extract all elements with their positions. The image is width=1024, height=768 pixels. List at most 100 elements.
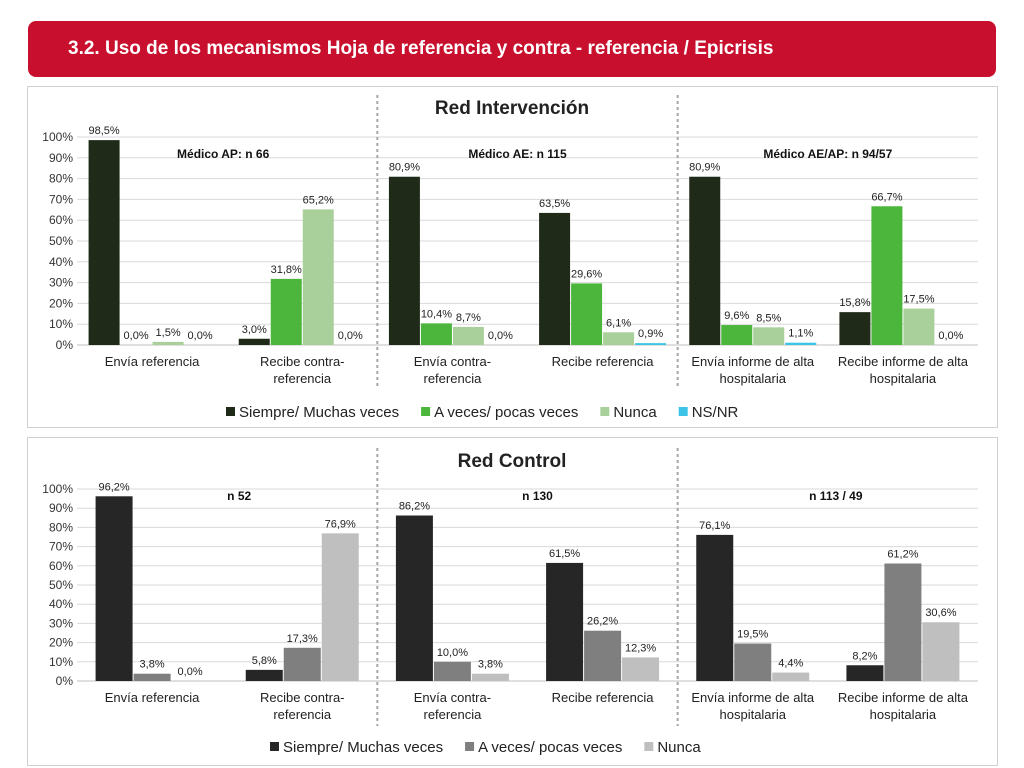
data-label: 63,5% [539, 198, 570, 210]
group-label: Médico AE/AP: n 94/57 [763, 147, 892, 161]
bar [302, 209, 334, 345]
y-tick-label: 0% [56, 674, 74, 688]
data-label: 65,2% [303, 194, 334, 206]
bar [753, 327, 785, 345]
category-label: Envía referencia [105, 690, 200, 705]
bar [539, 212, 571, 345]
bar [734, 643, 772, 681]
data-label: 0,0% [938, 330, 963, 342]
category-label: referencia [424, 707, 483, 722]
bar [471, 673, 509, 681]
data-label: 80,9% [689, 162, 720, 174]
y-tick-label: 90% [49, 151, 73, 165]
y-tick-label: 80% [49, 520, 73, 534]
data-label: 86,2% [399, 500, 430, 512]
y-tick-label: 10% [49, 655, 73, 669]
data-label: 31,8% [271, 264, 302, 276]
data-label: 6,1% [606, 317, 631, 329]
bar [772, 672, 810, 681]
y-tick-label: 20% [49, 296, 73, 310]
data-label: 29,6% [571, 268, 602, 280]
legend-swatch [644, 742, 654, 751]
legend-swatch [270, 742, 279, 751]
bar [270, 278, 302, 345]
category-label: Recibe referencia [552, 690, 655, 705]
data-label: 10,0% [437, 647, 468, 659]
bar [420, 323, 452, 345]
data-label: 76,9% [325, 518, 356, 530]
legend-label: Siempre/ Muchas veces [283, 739, 443, 756]
bar [133, 673, 171, 681]
category-label: hospitalaria [720, 371, 787, 386]
category-label: Recibe informe de alta [838, 354, 969, 369]
legend-swatch [465, 742, 475, 751]
legend-label: A veces/ pocas veces [478, 739, 622, 756]
bar [635, 343, 667, 345]
category-label: hospitalaria [720, 707, 787, 722]
category-label: Recibe contra- [260, 354, 345, 369]
data-label: 66,7% [871, 191, 902, 203]
bar [152, 341, 184, 345]
data-label: 0,0% [488, 330, 513, 342]
data-label: 10,4% [421, 308, 452, 320]
data-label: 61,2% [887, 548, 918, 560]
category-label: referencia [273, 707, 332, 722]
y-tick-label: 40% [49, 255, 73, 269]
bar [321, 533, 359, 681]
data-label: 3,8% [140, 659, 165, 671]
chart-control: 0% 10% 20% 30% 40% 50% 60% 70% 80% 90% 100% Red Con… [42, 448, 978, 756]
legend-swatch [421, 407, 431, 416]
category-label: Envía contra- [414, 354, 491, 369]
legend-label: A veces/ pocas veces [434, 404, 578, 421]
y-tick-label: 100% [42, 482, 73, 496]
legend-label: Siempre/ Muchas veces [239, 404, 399, 421]
y-tick-label: 30% [49, 276, 73, 290]
data-label: 8,2% [852, 650, 877, 662]
title-banner: 3.2. Uso de los mecanismos Hoja de refer… [28, 21, 996, 77]
chart-title: Red Intervención [435, 98, 589, 119]
y-tick-label: 40% [49, 597, 73, 611]
y-tick-label: 60% [49, 213, 73, 227]
data-label: 0,0% [124, 330, 149, 342]
data-label: 15,8% [839, 297, 870, 309]
y-tick-label: 50% [49, 234, 73, 248]
bar [546, 562, 584, 681]
data-label: 0,9% [638, 328, 663, 340]
data-label: 3,8% [478, 659, 503, 671]
group-label: n 130 [522, 489, 553, 503]
group-label: Médico AE: n 115 [468, 147, 567, 161]
bar [95, 496, 133, 681]
bar [696, 534, 734, 681]
chart-title: Red Control [458, 451, 567, 472]
data-label: 1,1% [788, 328, 813, 340]
data-label: 30,6% [925, 607, 956, 619]
chart-panel-intervencion: 0% 10% 20% 30% 40% 50% 60% 70% 80% 90% 100% Red Int… [27, 86, 998, 428]
group-label: n 52 [227, 489, 251, 503]
category-label: Envía informe de alta [691, 690, 815, 705]
legend-label: NS/NR [692, 404, 739, 421]
bar [846, 665, 884, 681]
bar [245, 669, 283, 681]
data-label: 8,7% [456, 312, 481, 324]
bar [433, 661, 471, 681]
legend-label: Nunca [613, 404, 657, 421]
bar [689, 176, 721, 345]
data-label: 0,0% [338, 330, 363, 342]
bar [903, 308, 935, 345]
data-label: 8,5% [756, 312, 781, 324]
data-label: 3,0% [242, 324, 267, 336]
data-label: 9,6% [724, 310, 749, 322]
bar [452, 326, 484, 345]
bar [871, 206, 903, 345]
data-label: 26,2% [587, 616, 618, 628]
bar [238, 338, 270, 345]
page-title: 3.2. Uso de los mecanismos Hoja de refer… [68, 38, 774, 59]
data-label: 12,3% [625, 642, 656, 654]
data-label: 76,1% [699, 520, 730, 532]
bar [922, 622, 960, 681]
y-tick-label: 60% [49, 559, 73, 573]
category-label: Envía contra- [414, 690, 491, 705]
bar [584, 630, 622, 681]
category-label: hospitalaria [870, 707, 937, 722]
legend-swatch [678, 407, 688, 416]
